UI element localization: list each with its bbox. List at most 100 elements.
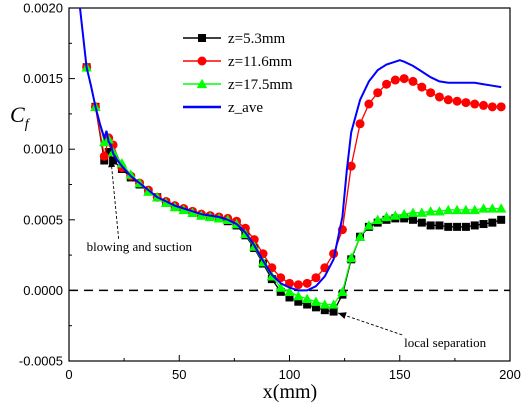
data-point (99, 136, 110, 147)
data-point (275, 282, 286, 292)
data-point (104, 148, 113, 157)
data-point (293, 290, 304, 301)
data-point (425, 206, 436, 216)
data-point (310, 296, 322, 306)
data-point (416, 207, 427, 217)
data-point (354, 231, 366, 241)
y-axis-label: Cf (10, 102, 31, 132)
x-axis-label: x(mm) (263, 381, 317, 403)
data-point (451, 204, 463, 215)
x-tick-label: 200 (499, 367, 521, 382)
data-point (417, 218, 426, 227)
data-point (407, 207, 419, 217)
legend-label: z=17.5mm (228, 77, 293, 93)
data-point (319, 299, 330, 309)
data-point (328, 299, 339, 309)
annotation-text: local separation (404, 335, 486, 350)
data-point (453, 222, 462, 231)
data-point (382, 79, 392, 89)
data-point (390, 210, 401, 220)
data-point (461, 98, 471, 108)
series-z-17-5mm (81, 62, 507, 309)
annotation-arrow-head (108, 159, 116, 168)
data-point (276, 287, 285, 296)
data-point (452, 96, 462, 106)
data-point (470, 99, 480, 109)
data-point (303, 300, 312, 309)
data-point (426, 88, 436, 98)
data-point (461, 222, 470, 231)
data-point (443, 204, 454, 215)
data-point (284, 286, 295, 296)
data-point (497, 215, 506, 224)
annotation-text: blowing and suction (87, 239, 193, 254)
data-point (496, 102, 506, 112)
data-point (311, 273, 321, 283)
data-point (116, 158, 128, 168)
data-point (293, 280, 303, 290)
data-point (398, 208, 410, 219)
y-tick-label: 0.0005 (23, 212, 63, 227)
data-point (125, 169, 136, 179)
data-point (109, 156, 118, 165)
legend-label: z=5.3mm (228, 31, 286, 47)
y-tick-label: 0.0000 (23, 283, 63, 298)
data-point (337, 286, 348, 296)
series-group (79, 8, 507, 316)
data-point (355, 119, 365, 129)
legend-swatch-marker (197, 56, 207, 66)
data-point (487, 203, 498, 213)
data-point (479, 100, 489, 110)
legend-item: z=11.6mm (183, 54, 292, 70)
data-point (478, 203, 489, 213)
legend: z=5.3mm z=11.6mm z=17.5mm z_ave (183, 31, 293, 116)
series-line (79, 8, 502, 292)
data-point (346, 161, 356, 171)
legend-swatch-marker (196, 78, 208, 89)
data-point (390, 75, 400, 85)
x-tick-label: 150 (389, 367, 411, 382)
series-z-11-6mm (82, 62, 506, 290)
annotation-arrow-head (338, 312, 347, 319)
legend-item: z=17.5mm (183, 77, 293, 93)
y-tick-label: 0.0015 (23, 71, 63, 86)
legend-item: z_ave (183, 100, 263, 116)
x-tick-label: 50 (172, 367, 186, 382)
data-point (381, 211, 392, 222)
data-point (400, 214, 409, 223)
data-point (444, 222, 453, 231)
annotation-arrow-line (110, 159, 120, 239)
data-point (417, 82, 427, 92)
data-point (408, 215, 417, 224)
y-axis-label-main: C (10, 102, 25, 127)
data-point (426, 221, 435, 230)
y-tick-label: 0.0020 (23, 1, 63, 16)
series-z-ave (79, 8, 502, 292)
data-point (488, 218, 497, 227)
data-point (329, 307, 338, 316)
data-point (443, 95, 453, 105)
x-tick-label: 0 (65, 367, 72, 382)
data-point (469, 204, 480, 215)
data-point (346, 252, 357, 263)
data-point (99, 151, 109, 161)
data-point (495, 203, 507, 213)
data-point (285, 293, 294, 302)
data-point (479, 220, 488, 229)
data-point (363, 220, 375, 230)
legend-item: z=5.3mm (183, 31, 286, 47)
y-axis-label-sub: f (25, 117, 31, 132)
data-point (460, 204, 472, 215)
data-point (311, 303, 320, 312)
data-point (399, 74, 409, 84)
data-point (435, 221, 444, 230)
data-point (364, 99, 374, 109)
annotations: blowing and suction local separation (87, 159, 487, 350)
data-point (487, 102, 497, 112)
legend-label: z=11.6mm (228, 54, 292, 70)
annotation-arrow-line (337, 312, 403, 336)
data-point (470, 221, 479, 230)
legend-swatch-marker (198, 34, 206, 42)
y-tick-label: -0.0005 (19, 354, 63, 369)
